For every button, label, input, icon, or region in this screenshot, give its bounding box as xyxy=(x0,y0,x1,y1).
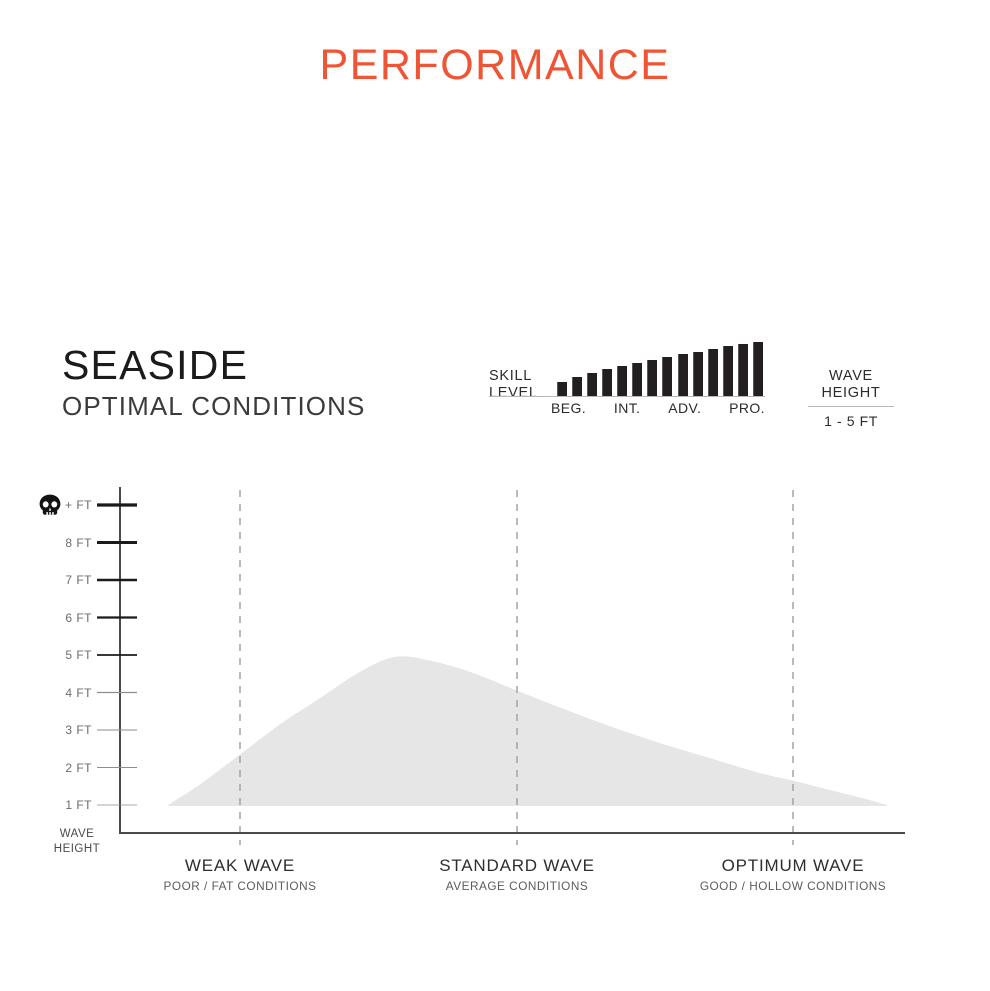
skill-bar-1 xyxy=(557,382,567,396)
skill-level-block: SKILL LEVEL BEG. INT. ADV. PRO. xyxy=(489,340,769,432)
y-axis-tick-label-2: 2 FT xyxy=(65,760,92,775)
y-axis-tick-label-3: 3 FT xyxy=(65,723,92,737)
skill-divider xyxy=(489,396,765,397)
skill-bar-8 xyxy=(662,357,673,396)
y-axis-tick-label-6: 6 FT xyxy=(65,610,92,625)
skill-bar-7 xyxy=(647,360,658,396)
skill-tick-label-int: INT. xyxy=(613,400,641,416)
board-name: SEASIDE xyxy=(62,342,249,388)
wave-height-value: 1 - 5 FT xyxy=(824,413,878,430)
skill-bar-14 xyxy=(752,342,763,396)
wave-height-caption-line2: HEIGHT xyxy=(821,385,881,402)
chart-area-fill xyxy=(168,656,887,806)
y-axis-tick-label-4: 4 FT xyxy=(65,685,92,700)
skill-bar-13 xyxy=(737,344,748,396)
zone-title-3: OPTIMUM WAVE xyxy=(721,856,865,875)
skill-tick-label-pro: PRO. xyxy=(729,400,765,416)
skill-bar-4 xyxy=(602,369,613,396)
wave-height-caption: WAVE HEIGHT xyxy=(808,340,894,402)
zone-subtitle-3: GOOD / HOLLOW CONDITIONS xyxy=(699,879,887,893)
board-name-block: SEASIDE OPTIMAL CONDITIONS xyxy=(62,342,366,423)
y-axis-tick-label-1: 1 FT xyxy=(65,798,92,812)
skill-caption-line1: SKILL xyxy=(489,368,532,384)
page-title: PERFORMANCE xyxy=(319,41,671,89)
skill-bar-11 xyxy=(707,349,718,396)
skill-caption-line2: LEVEL xyxy=(489,385,538,402)
zone-title-1: WEAK WAVE xyxy=(184,856,296,875)
skill-level-tick-labels: BEG. INT. ADV. PRO. xyxy=(551,400,765,416)
zone-label-2: STANDARD WAVE AVERAGE CONDITIONS xyxy=(439,856,595,893)
y-axis-tick-label-9: + FT xyxy=(64,498,92,512)
zone-subtitle-2: AVERAGE CONDITIONS xyxy=(445,879,589,893)
skill-bar-3 xyxy=(587,373,598,396)
y-axis-ticks xyxy=(97,503,137,806)
performance-curve-area xyxy=(168,656,887,806)
chart-axes xyxy=(119,487,905,834)
y-axis-tick-label-8: 8 FT xyxy=(65,535,92,550)
wave-height-divider xyxy=(808,406,894,408)
zone-label-1: WEAK WAVE POOR / FAT CONDITIONS xyxy=(164,856,317,893)
skill-bar-10 xyxy=(692,352,703,396)
y-axis-caption: WAVE HEIGHT xyxy=(44,827,110,857)
board-subtitle: OPTIMAL CONDITIONS xyxy=(62,391,366,422)
zone-subtitle-1: POOR / FAT CONDITIONS xyxy=(163,879,317,893)
skill-bar-2 xyxy=(572,377,583,396)
skull-icon xyxy=(38,494,62,516)
wave-height-block: WAVE HEIGHT 1 - 5 FT xyxy=(808,340,894,429)
skill-tick-label-adv: ADV. xyxy=(668,400,702,416)
y-axis-tick-label-7: 7 FT xyxy=(65,573,92,587)
zone-divider-lines xyxy=(239,490,794,845)
skill-bar-9 xyxy=(677,354,688,396)
skill-bar-5 xyxy=(617,366,628,396)
skill-level-caption: SKILL LEVEL xyxy=(489,368,538,402)
zone-title-2: STANDARD WAVE xyxy=(439,856,595,875)
wave-height-caption-line1: WAVE xyxy=(829,368,873,384)
skill-tick-label-beg: BEG. xyxy=(551,400,587,416)
y-axis-caption-line1: WAVE xyxy=(59,828,95,840)
skill-bar-12 xyxy=(722,346,733,396)
y-axis-caption-line2: HEIGHT xyxy=(53,842,101,855)
zone-label-3: OPTIMUM WAVE GOOD / HOLLOW CONDITIONS xyxy=(700,856,886,893)
skill-level-bars xyxy=(557,342,763,396)
skill-bar-6 xyxy=(632,363,643,396)
y-axis-tick-label-5: 5 FT xyxy=(65,648,92,662)
